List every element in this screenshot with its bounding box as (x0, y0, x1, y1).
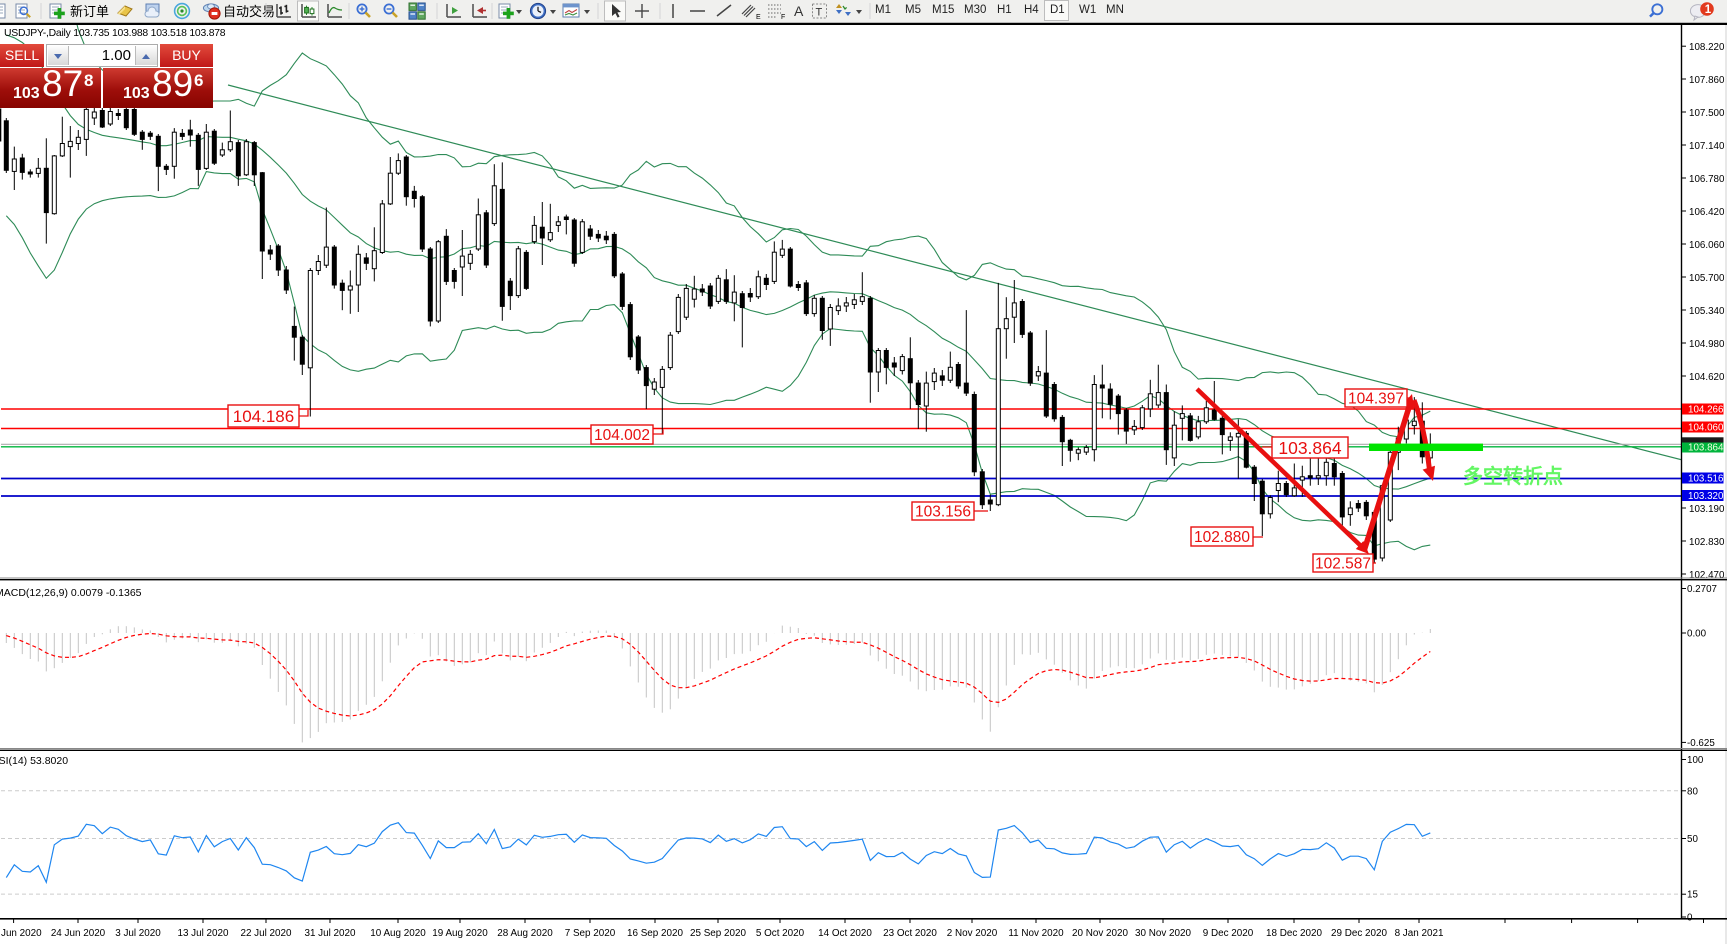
svg-text:108.220: 108.220 (1689, 42, 1725, 53)
svg-text:自动交易: 自动交易 (223, 4, 275, 19)
svg-text:8 Jan 2021: 8 Jan 2021 (1395, 928, 1444, 939)
svg-text:18 Dec 2020: 18 Dec 2020 (1266, 928, 1323, 939)
svg-text:14 Oct 2020: 14 Oct 2020 (818, 928, 872, 939)
svg-text:106.420: 106.420 (1689, 207, 1725, 218)
svg-text:11 Nov 2020: 11 Nov 2020 (1008, 928, 1064, 939)
svg-text:25 Sep 2020: 25 Sep 2020 (690, 928, 747, 939)
svg-text:多空转折点: 多空转折点 (1463, 464, 1563, 488)
svg-text:107.500: 107.500 (1689, 108, 1725, 119)
svg-text:103.864: 103.864 (1278, 438, 1342, 458)
svg-text:105.700: 105.700 (1689, 273, 1725, 284)
svg-text:A: A (794, 3, 804, 19)
svg-text:2 Nov 2020: 2 Nov 2020 (947, 928, 998, 939)
svg-text:新订单: 新订单 (70, 4, 109, 19)
svg-text:104.002: 104.002 (594, 427, 650, 444)
svg-text:102.587: 102.587 (1315, 556, 1371, 573)
svg-text:RSI(14) 53.8020: RSI(14) 53.8020 (0, 755, 68, 767)
svg-text:31 Jul 2020: 31 Jul 2020 (304, 928, 356, 939)
svg-text:13 Jul 2020: 13 Jul 2020 (177, 928, 229, 939)
svg-text:E: E (756, 14, 761, 21)
svg-text:5 Oct 2020: 5 Oct 2020 (756, 928, 805, 939)
svg-text:19 Aug 2020: 19 Aug 2020 (432, 928, 488, 939)
svg-text:20 Nov 2020: 20 Nov 2020 (1072, 928, 1129, 939)
svg-text:0.00: 0.00 (1687, 629, 1707, 640)
svg-text:10 Aug 2020: 10 Aug 2020 (370, 928, 426, 939)
svg-text:107.860: 107.860 (1689, 75, 1725, 86)
svg-text:104.060: 104.060 (1688, 422, 1724, 433)
svg-text:50: 50 (1687, 834, 1698, 845)
svg-text:24 Jun 2020: 24 Jun 2020 (51, 928, 106, 939)
svg-text:80: 80 (1687, 786, 1698, 797)
svg-text:22 Jul 2020: 22 Jul 2020 (240, 928, 292, 939)
svg-text:104.620: 104.620 (1689, 372, 1725, 383)
svg-text:103.320: 103.320 (1688, 491, 1724, 502)
svg-text:28 Aug 2020: 28 Aug 2020 (497, 928, 553, 939)
svg-text:102.880: 102.880 (1194, 529, 1250, 546)
svg-text:29 Dec 2020: 29 Dec 2020 (1331, 928, 1388, 939)
svg-text:104.397: 104.397 (1348, 391, 1404, 408)
svg-text:103.190: 103.190 (1689, 504, 1725, 515)
svg-text:USDJPY-,Daily 103.735 103.988: USDJPY-,Daily 103.735 103.988 103.518 10… (4, 28, 226, 39)
svg-text:7 Sep 2020: 7 Sep 2020 (565, 928, 616, 939)
svg-text:1: 1 (1705, 4, 1712, 16)
svg-text:107.140: 107.140 (1689, 141, 1725, 152)
svg-text:Jun 2020: Jun 2020 (1, 928, 42, 939)
svg-text:T: T (816, 7, 823, 19)
svg-text:0.2707: 0.2707 (1687, 584, 1717, 595)
svg-text:104.266: 104.266 (1688, 404, 1724, 415)
svg-text:100: 100 (1687, 755, 1704, 766)
svg-text:102.830: 102.830 (1689, 537, 1725, 548)
svg-text:103.864: 103.864 (1688, 442, 1724, 453)
svg-text:-0.625: -0.625 (1687, 738, 1715, 749)
svg-text:103.156: 103.156 (915, 504, 971, 521)
svg-text:F: F (781, 14, 785, 21)
svg-text:23 Oct 2020: 23 Oct 2020 (883, 928, 937, 939)
svg-text:9 Dec 2020: 9 Dec 2020 (1203, 928, 1254, 939)
svg-text:30 Nov 2020: 30 Nov 2020 (1135, 928, 1192, 939)
svg-text:102.470: 102.470 (1689, 570, 1725, 581)
svg-text:3 Jul 2020: 3 Jul 2020 (115, 928, 161, 939)
svg-text:104.186: 104.186 (233, 407, 294, 426)
svg-text:106.780: 106.780 (1689, 174, 1725, 185)
svg-text:106.060: 106.060 (1689, 240, 1725, 251)
svg-text:15: 15 (1687, 890, 1698, 901)
svg-text:103.516: 103.516 (1688, 473, 1724, 484)
svg-text:16 Sep 2020: 16 Sep 2020 (627, 928, 684, 939)
svg-text:104.980: 104.980 (1689, 339, 1725, 350)
svg-text:105.340: 105.340 (1689, 306, 1725, 317)
svg-text:MACD(12,26,9) 0.0079 -0.1365: MACD(12,26,9) 0.0079 -0.1365 (0, 587, 142, 599)
